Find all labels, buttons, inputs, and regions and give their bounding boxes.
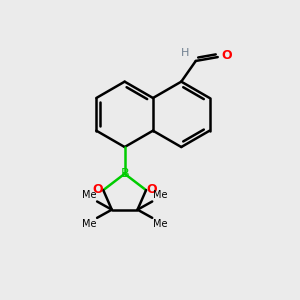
Text: Me: Me [153,190,168,200]
Text: O: O [93,183,103,196]
Text: O: O [221,49,232,62]
Text: B: B [120,167,129,180]
Text: Me: Me [82,219,96,229]
Text: Me: Me [153,219,168,229]
Text: O: O [146,183,157,196]
Text: Me: Me [82,190,96,200]
Text: H: H [181,48,190,59]
